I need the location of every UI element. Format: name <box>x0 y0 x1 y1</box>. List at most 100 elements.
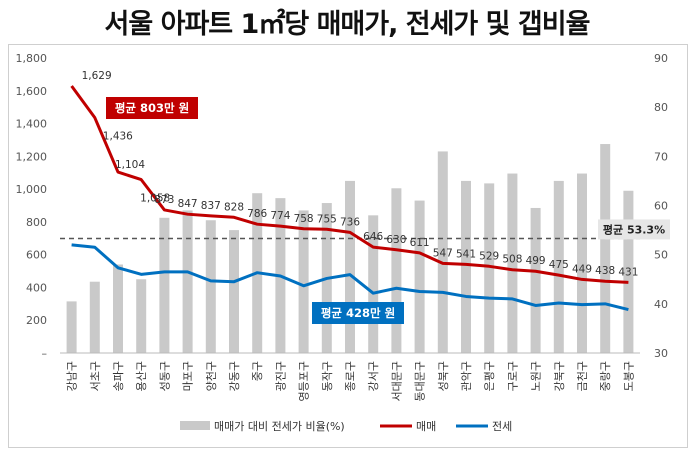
x-category-label: 마포구 <box>182 361 195 391</box>
x-category-label: 성동구 <box>158 361 171 391</box>
sale-data-label: 1,058 <box>140 193 170 205</box>
chart-title: 서울 아파트 1㎡당 매매가, 전세가 및 갭비율 <box>104 9 591 40</box>
sale-data-label: 873 <box>154 194 174 206</box>
x-category-label: 중구 <box>251 361 264 381</box>
sale-data-label: 646 <box>363 231 383 243</box>
ratio-bar <box>391 188 402 353</box>
legend-label-ratio: 매매가 대비 전세가 비율(%) <box>214 420 345 433</box>
ratio-bar <box>553 180 564 353</box>
sale-data-label: 828 <box>224 201 244 213</box>
sale-data-label: 431 <box>618 266 638 278</box>
y-left-tick-label: 200 <box>26 314 47 327</box>
ratio-bar <box>66 301 77 353</box>
x-category-label: 도봉구 <box>622 361 635 391</box>
sale-data-label: 541 <box>456 248 476 260</box>
y-left-tick-label: 400 <box>26 281 47 294</box>
y-right-tick-label: 30 <box>654 347 668 360</box>
y-left-tick-label: 1,200 <box>16 150 48 163</box>
ratio-bar <box>229 230 239 353</box>
y-right-tick-label: 60 <box>654 200 668 213</box>
x-category-label: 송파구 <box>112 361 125 391</box>
x-category-label: 양천구 <box>204 361 218 391</box>
ratio-bar <box>345 180 355 353</box>
y-left-tick-label: 1,800 <box>16 52 48 65</box>
sale-data-label: 1,436 <box>103 131 133 143</box>
sale-data-label: 630 <box>386 234 406 246</box>
ratio-bar <box>461 180 471 353</box>
legend-label-sale: 매매 <box>416 420 436 433</box>
x-category-label: 강북구 <box>553 361 566 391</box>
ratio-bar <box>507 173 518 353</box>
y-right-tick-label: 50 <box>654 249 668 262</box>
ratio-bar <box>437 151 448 353</box>
sale-data-label: 755 <box>317 213 337 225</box>
y-left-tick-label: 600 <box>26 249 47 262</box>
sale-average-box <box>106 97 198 119</box>
sale-data-label: 758 <box>294 213 314 225</box>
y-left-tick-label: 1,000 <box>16 183 48 196</box>
x-category-label: 동대문구 <box>414 361 427 401</box>
x-category-label: 강서구 <box>367 361 380 391</box>
x-category-label: 금천구 <box>575 361 589 391</box>
ratio-bar <box>577 173 587 353</box>
ratio-bar <box>136 279 147 353</box>
y-left-tick-label: – <box>42 347 48 360</box>
y-left-tick-label: 1,600 <box>16 85 48 98</box>
x-category-label: 종로구 <box>344 361 357 391</box>
x-category-label: 중랑구 <box>599 361 612 391</box>
x-category-label: 강동구 <box>228 361 241 391</box>
sale-data-label: 611 <box>410 237 430 249</box>
sale-data-label: 837 <box>201 200 221 212</box>
sale-data-label: 529 <box>479 250 499 262</box>
series-line-sale <box>70 85 629 284</box>
y-right-tick-label: 40 <box>654 298 668 311</box>
ratio-bar <box>484 183 495 353</box>
sale-data-label: 1,629 <box>82 70 112 82</box>
ratio-bar <box>113 264 123 353</box>
ratio-bar <box>414 200 425 353</box>
y-right-tick-label: 80 <box>654 101 668 114</box>
x-category-label: 영등포구 <box>298 361 311 401</box>
sale-average-label: 평균 803만 원 <box>115 101 189 115</box>
y-left-tick-label: 800 <box>26 216 47 229</box>
x-category-label: 광진구 <box>274 361 287 391</box>
sale-data-label: 547 <box>433 247 453 259</box>
x-category-label: 용산구 <box>135 361 148 391</box>
ratio-bar <box>368 215 379 353</box>
ratio-bar <box>298 210 309 353</box>
sale-data-label: 1,104 <box>115 159 145 171</box>
x-category-label: 서대문구 <box>390 361 403 401</box>
y-right-tick-label: 70 <box>654 150 668 163</box>
average-ratio-label-box <box>598 219 670 240</box>
legend-swatch-ratio <box>180 421 210 430</box>
x-category-label: 강남구 <box>66 361 79 391</box>
y-right-tick-label: 90 <box>654 52 668 65</box>
ratio-bar <box>205 220 216 353</box>
ratio-bar <box>182 210 193 353</box>
x-category-label: 은평구 <box>483 361 496 391</box>
ratio-bar <box>530 207 541 353</box>
x-category-label: 노원구 <box>530 361 543 391</box>
x-category-label: 동작구 <box>321 361 334 391</box>
sale-data-label: 508 <box>502 254 522 266</box>
jeonse-average-label: 평균 428만 원 <box>321 306 395 320</box>
chart-panel <box>8 44 688 448</box>
x-category-label: 구로구 <box>506 361 519 391</box>
ratio-bar <box>159 217 170 353</box>
sale-data-label: 786 <box>247 208 267 220</box>
x-category-label: 서초구 <box>89 361 102 391</box>
sale-data-label: 499 <box>526 255 546 267</box>
series-line-jeonse <box>71 243 629 312</box>
sale-data-label: 449 <box>572 263 592 275</box>
sale-data-label: 736 <box>340 216 360 228</box>
ratio-bar <box>89 281 100 353</box>
ratio-bar <box>600 144 611 353</box>
x-category-label: 관악구 <box>460 361 473 391</box>
legend-label-jeonse: 전세 <box>492 420 512 433</box>
ratio-bar <box>623 190 634 353</box>
sale-data-label: 438 <box>595 265 615 277</box>
jeonse-average-box <box>312 302 404 324</box>
sale-data-label: 475 <box>549 259 569 271</box>
